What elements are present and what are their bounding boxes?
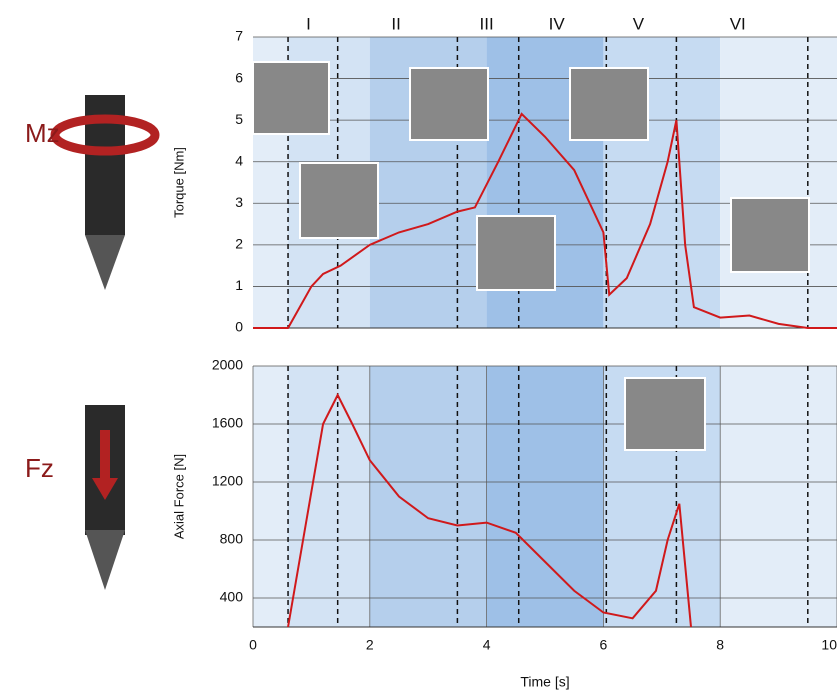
y-tick-label: 3 xyxy=(235,194,243,210)
y-tick-label: 400 xyxy=(220,589,244,605)
y-tick-label: 1200 xyxy=(212,473,243,489)
background-band xyxy=(486,366,604,627)
y-tick-label: 1600 xyxy=(212,415,243,431)
x-tick-label: 6 xyxy=(600,637,608,653)
x-tick-label: 0 xyxy=(249,637,257,653)
y-axis-label: Axial Force [N] xyxy=(171,454,186,539)
phase-label: I xyxy=(306,14,311,33)
data-line xyxy=(253,112,837,329)
background-band xyxy=(369,366,487,627)
phase-label: III xyxy=(480,14,494,33)
background-band xyxy=(720,37,837,328)
background-band xyxy=(288,366,370,627)
y-tick-label: 7 xyxy=(235,28,243,44)
x-tick-label: 2 xyxy=(366,637,374,653)
y-tick-label: 2000 xyxy=(212,357,243,373)
y-tick-label: 0 xyxy=(235,319,243,335)
phase-label: VI xyxy=(730,14,746,33)
x-tick-label: 4 xyxy=(483,637,491,653)
phase-label: V xyxy=(633,14,645,33)
y-axis-label: Torque [Nm] xyxy=(171,147,186,218)
x-tick-label: 10 xyxy=(821,637,837,653)
y-tick-label: 4 xyxy=(235,152,243,168)
x-tick-label: 8 xyxy=(716,637,724,653)
fz-label: Fz xyxy=(25,453,54,483)
tool-icons xyxy=(50,95,160,590)
phase-label: II xyxy=(391,14,400,33)
y-tick-label: 6 xyxy=(235,69,243,85)
background-band xyxy=(720,366,837,627)
y-tick-label: 1 xyxy=(235,277,243,293)
phase-label: IV xyxy=(549,14,566,33)
y-tick-label: 5 xyxy=(235,111,243,127)
x-axis-label: Time [s] xyxy=(520,674,569,690)
data-line xyxy=(287,392,692,628)
y-tick-label: 800 xyxy=(220,531,244,547)
background-band xyxy=(253,366,289,627)
y-tick-label: 2 xyxy=(235,236,243,252)
insets xyxy=(252,61,810,451)
mz-label: Mz xyxy=(25,118,60,148)
